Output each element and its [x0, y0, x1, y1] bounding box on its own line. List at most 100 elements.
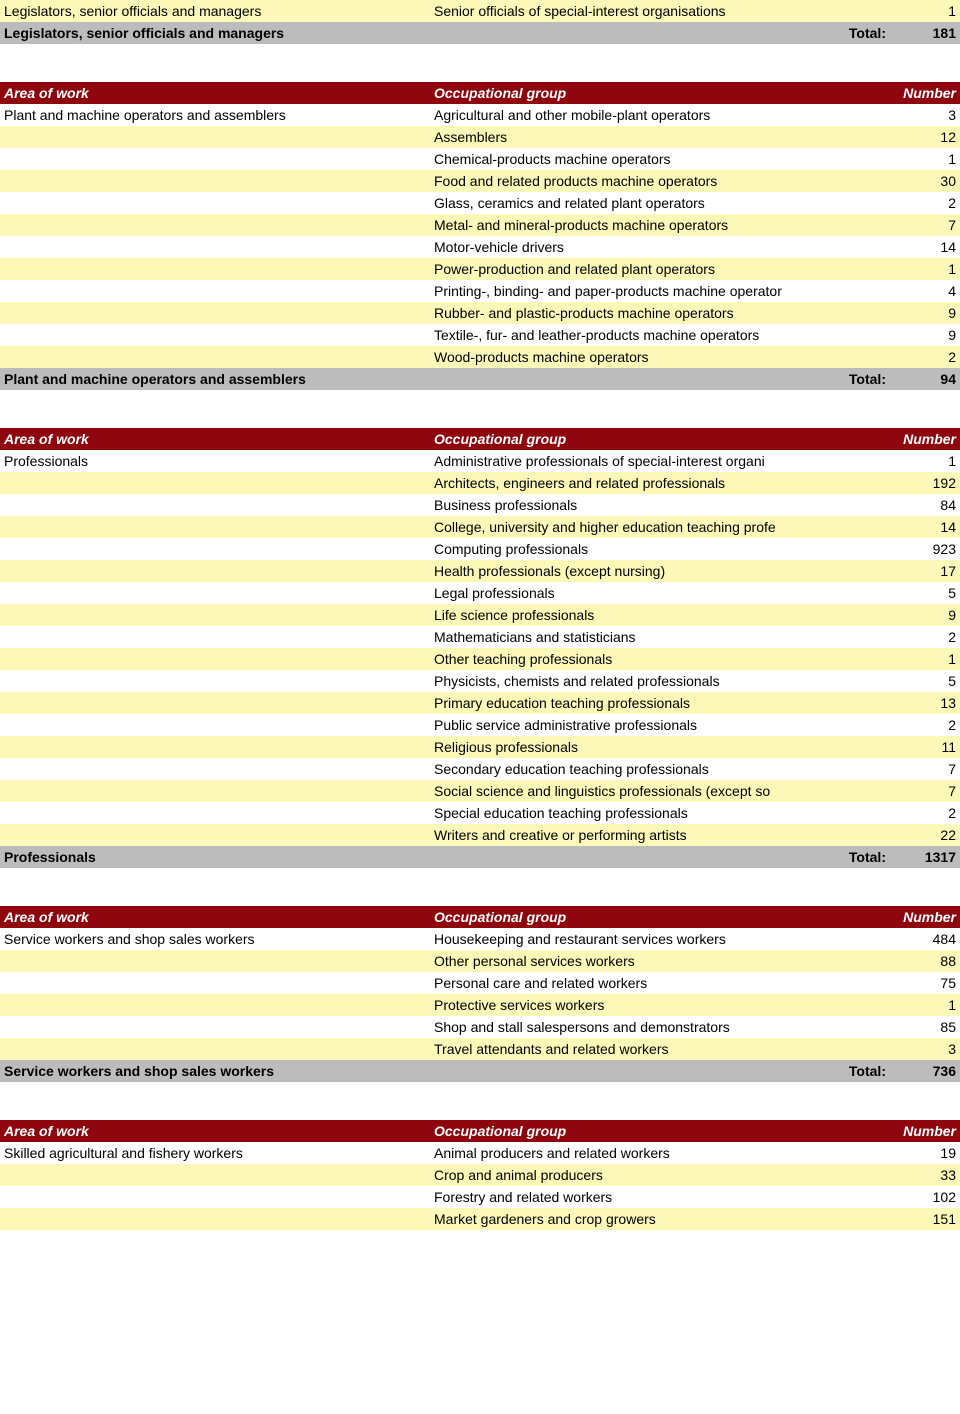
area-of-work-cell	[0, 494, 430, 516]
header-number: Number	[890, 1120, 960, 1142]
total-area-cell: Legislators, senior officials and manage…	[0, 22, 430, 44]
area-of-work-cell	[0, 780, 430, 802]
total-number: 181	[890, 22, 960, 44]
total-label: Total:	[430, 1060, 890, 1082]
number-cell: 85	[890, 1016, 960, 1038]
occupational-group-cell: Secondary education teaching professiona…	[430, 758, 890, 780]
number-cell: 2	[890, 626, 960, 648]
occupational-group-cell: Administrative professionals of special-…	[430, 450, 890, 472]
number-cell: 5	[890, 582, 960, 604]
number-cell: 19	[890, 1142, 960, 1164]
number-cell: 84	[890, 494, 960, 516]
occupational-group-cell: Agricultural and other mobile-plant oper…	[430, 104, 890, 126]
area-of-work-cell	[0, 1164, 430, 1186]
section-gap	[0, 1082, 960, 1120]
header-group: Occupational group	[430, 1120, 890, 1142]
number-cell: 14	[890, 236, 960, 258]
area-of-work-cell	[0, 560, 430, 582]
number-cell: 3	[890, 104, 960, 126]
occupation-tables: Legislators, senior officials and manage…	[0, 0, 960, 1230]
occupational-group-cell: Public service administrative profession…	[430, 714, 890, 736]
area-of-work-cell	[0, 994, 430, 1016]
area-of-work-cell	[0, 972, 430, 994]
occupational-group-cell: Other teaching professionals	[430, 648, 890, 670]
total-number: 1317	[890, 846, 960, 868]
number-cell: 1	[890, 0, 960, 22]
area-of-work-cell	[0, 302, 430, 324]
area-of-work-cell	[0, 1016, 430, 1038]
number-cell: 1	[890, 258, 960, 280]
number-cell: 1	[890, 148, 960, 170]
number-cell: 12	[890, 126, 960, 148]
area-of-work-cell	[0, 758, 430, 780]
number-cell: 923	[890, 538, 960, 560]
number-cell: 7	[890, 780, 960, 802]
occupational-group-cell: Textile-, fur- and leather-products mach…	[430, 324, 890, 346]
number-cell: 1	[890, 994, 960, 1016]
header-group: Occupational group	[430, 906, 890, 928]
number-cell: 7	[890, 758, 960, 780]
header-number: Number	[890, 428, 960, 450]
area-of-work-cell	[0, 538, 430, 560]
total-area-cell: Plant and machine operators and assemble…	[0, 368, 430, 390]
occupational-group-cell: Crop and animal producers	[430, 1164, 890, 1186]
occupational-group-cell: Religious professionals	[430, 736, 890, 758]
number-cell: 1	[890, 648, 960, 670]
area-of-work-cell	[0, 192, 430, 214]
header-area: Area of work	[0, 906, 430, 928]
area-of-work-cell	[0, 736, 430, 758]
area-of-work-cell	[0, 626, 430, 648]
area-of-work-cell	[0, 1038, 430, 1060]
total-area-cell: Service workers and shop sales workers	[0, 1060, 430, 1082]
area-of-work-cell	[0, 1186, 430, 1208]
header-number: Number	[890, 906, 960, 928]
number-cell: 151	[890, 1208, 960, 1230]
occupational-group-cell: Housekeeping and restaurant services wor…	[430, 928, 890, 950]
occupational-group-cell: Market gardeners and crop growers	[430, 1208, 890, 1230]
total-label: Total:	[430, 846, 890, 868]
area-of-work-cell	[0, 324, 430, 346]
occupational-group-cell: Rubber- and plastic-products machine ope…	[430, 302, 890, 324]
occupational-group-cell: Architects, engineers and related profes…	[430, 472, 890, 494]
occupational-group-cell: Physicists, chemists and related profess…	[430, 670, 890, 692]
occupational-group-cell: Other personal services workers	[430, 950, 890, 972]
number-cell: 11	[890, 736, 960, 758]
occupational-group-cell: Chemical-products machine operators	[430, 148, 890, 170]
occupational-group-cell: Life science professionals	[430, 604, 890, 626]
header-area: Area of work	[0, 1120, 430, 1142]
number-cell: 14	[890, 516, 960, 538]
number-cell: 2	[890, 802, 960, 824]
area-of-work-cell	[0, 1208, 430, 1230]
header-area: Area of work	[0, 428, 430, 450]
total-number: 736	[890, 1060, 960, 1082]
area-of-work-cell	[0, 824, 430, 846]
occupational-group-cell: Special education teaching professionals	[430, 802, 890, 824]
occupational-group-cell: Protective services workers	[430, 994, 890, 1016]
occupational-group-cell: Motor-vehicle drivers	[430, 236, 890, 258]
occupational-group-cell: Power-production and related plant opera…	[430, 258, 890, 280]
occupational-group-cell: Assemblers	[430, 126, 890, 148]
section-gap	[0, 390, 960, 428]
number-cell: 5	[890, 670, 960, 692]
number-cell: 7	[890, 214, 960, 236]
total-label: Total:	[430, 368, 890, 390]
number-cell: 22	[890, 824, 960, 846]
area-of-work-cell	[0, 214, 430, 236]
occupational-group-cell: Wood-products machine operators	[430, 346, 890, 368]
occupational-group-cell: College, university and higher education…	[430, 516, 890, 538]
area-of-work-cell: Professionals	[0, 450, 430, 472]
number-cell: 33	[890, 1164, 960, 1186]
occupational-group-cell: Travel attendants and related workers	[430, 1038, 890, 1060]
total-area-cell: Professionals	[0, 846, 430, 868]
area-of-work-cell	[0, 148, 430, 170]
area-of-work-cell	[0, 280, 430, 302]
total-number: 94	[890, 368, 960, 390]
number-cell: 30	[890, 170, 960, 192]
occupational-group-cell: Food and related products machine operat…	[430, 170, 890, 192]
number-cell: 9	[890, 604, 960, 626]
number-cell: 2	[890, 192, 960, 214]
occupational-group-cell: Mathematicians and statisticians	[430, 626, 890, 648]
occupational-group-cell: Printing-, binding- and paper-products m…	[430, 280, 890, 302]
header-group: Occupational group	[430, 428, 890, 450]
occupational-group-cell: Social science and linguistics professio…	[430, 780, 890, 802]
